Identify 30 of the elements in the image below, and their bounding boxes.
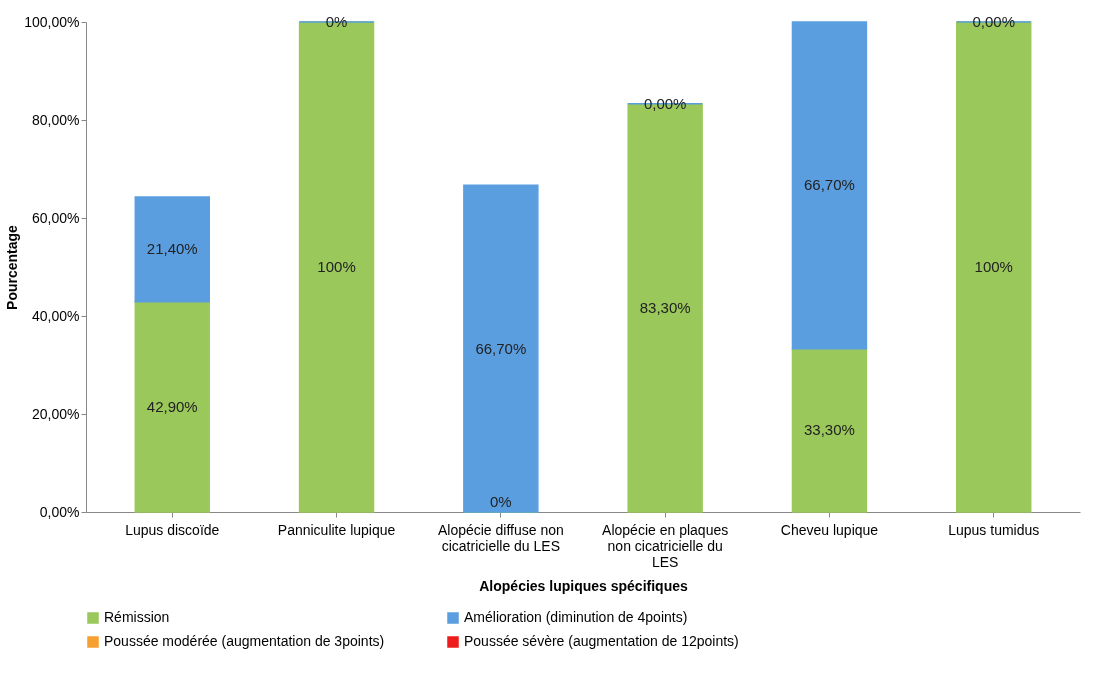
y-tick-label: 80,00% (32, 111, 80, 128)
data-label: 66,70% (804, 176, 855, 194)
y-axis-title: Pourcentage (4, 224, 21, 310)
data-label: 33,30% (804, 421, 855, 439)
legend-label: Poussée sévère (augmentation de 12points) (464, 633, 739, 649)
x-tick-label: Cheveu lupique (780, 521, 879, 538)
y-tick-label: 40,00% (32, 307, 80, 324)
y-tick-label: 0,00% (39, 503, 80, 520)
data-label: 0% (325, 13, 348, 30)
legend-label: Poussée modérée (augmentation de 3points) (104, 633, 385, 649)
data-label: 21,40% (146, 240, 198, 258)
x-axis-title: Alopécies lupiques spécifiques (479, 577, 688, 594)
y-tick-label: 100,00% (24, 13, 80, 30)
data-label: 100% (317, 258, 356, 275)
data-label: 42,90% (146, 397, 198, 415)
data-label: 83,30% (639, 298, 691, 316)
x-tick-label: Alopécie diffuse non cicatricielle du LES (437, 521, 564, 554)
x-tick-label: Lupus tumidus (948, 521, 1040, 538)
legend-label: Amélioration (diminution de 4points) (464, 609, 688, 625)
data-label: 66,70% (475, 339, 527, 357)
x-tick-label: Lupus discoïde (125, 521, 220, 538)
y-tick-label: 60,00% (32, 209, 80, 226)
y-tick-label: 20,00% (32, 405, 80, 422)
legend-label: Rémission (104, 609, 170, 625)
data-label: 0,00% (972, 13, 1016, 30)
data-label: 0% (490, 493, 512, 510)
x-tick-label: Alopécie en plaques non cicatricielle du LES (602, 521, 729, 570)
data-label: 100% (974, 258, 1013, 275)
x-tick-label: Panniculite lupique (277, 521, 396, 538)
data-label: 0,00% (643, 94, 687, 112)
